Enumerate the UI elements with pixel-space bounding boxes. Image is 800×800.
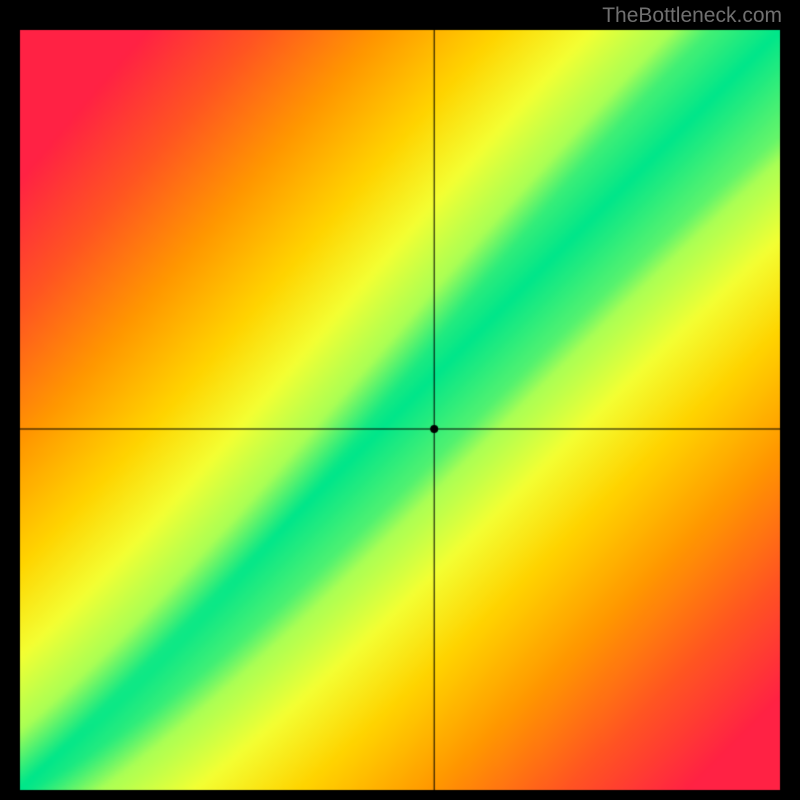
root-container: TheBottleneck.com (0, 0, 800, 800)
heatmap-canvas (0, 0, 800, 800)
watermark-label: TheBottleneck.com (602, 4, 782, 28)
